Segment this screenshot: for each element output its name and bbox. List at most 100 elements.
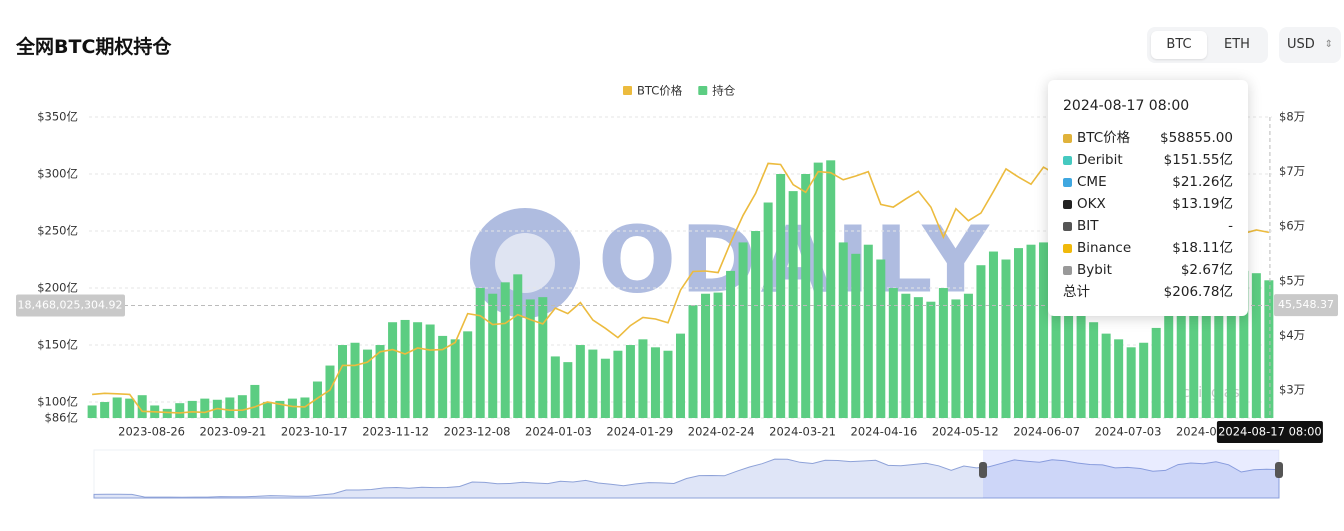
slider-handle[interactable]	[979, 462, 987, 478]
bar	[425, 324, 435, 418]
bar	[337, 345, 348, 418]
bar	[325, 365, 335, 418]
bar	[363, 349, 373, 418]
tooltip-label: BIT	[1077, 218, 1099, 234]
crosshair-x-box	[1216, 421, 1323, 443]
bar	[413, 322, 423, 418]
bar	[1139, 342, 1149, 418]
bar	[350, 342, 360, 418]
bar	[1264, 280, 1274, 418]
tab-eth[interactable]: ETH	[1224, 37, 1250, 52]
tooltip-name: 总计	[1063, 281, 1090, 303]
watermark-logo	[470, 208, 580, 318]
tooltip-icon	[1063, 243, 1072, 253]
bar	[225, 397, 235, 418]
x-tick-label: 2023-09-21	[200, 425, 267, 439]
crosshair-y-label: 18,468,025,304.92	[18, 298, 123, 311]
bar	[1089, 322, 1099, 418]
bar	[538, 297, 548, 418]
bar	[976, 265, 986, 418]
bar	[1164, 299, 1174, 418]
tooltip-icon	[1063, 221, 1072, 231]
bar	[162, 408, 172, 418]
bar	[1226, 267, 1236, 418]
tooltip-row: Deribit $151.55亿	[1063, 149, 1233, 171]
x-tick-label: 2023-12-08	[444, 425, 511, 439]
tooltip-label: Bybit	[1077, 262, 1112, 278]
tooltip-name: Bybit	[1063, 259, 1112, 281]
bar	[838, 242, 848, 418]
x-tick-label: 2024-04-16	[851, 425, 918, 439]
tooltip-value: $13.19亿	[1172, 196, 1233, 212]
bar	[388, 322, 398, 418]
bar	[826, 160, 836, 419]
bar	[851, 253, 861, 418]
bar	[1101, 333, 1111, 418]
tooltip: 2024-08-17 08:00 BTC价格 $58855.00 Deribit $1…	[1048, 80, 1248, 316]
bar	[1201, 288, 1211, 418]
tooltip-label: Binance	[1077, 240, 1132, 256]
bar	[876, 259, 886, 418]
y2-tick-label: $6万	[1279, 219, 1305, 233]
y-tick-label: $100亿	[37, 395, 78, 409]
tooltip-name: CME	[1063, 171, 1107, 193]
bar	[112, 397, 122, 418]
bar	[513, 274, 523, 418]
legend-label: 持仓	[712, 84, 735, 98]
bar	[688, 305, 698, 418]
bar	[813, 162, 823, 418]
bar	[625, 345, 635, 418]
currency-label: USD	[1287, 37, 1315, 52]
y-tick-label: $300亿	[37, 167, 78, 181]
tooltip-label: BTC价格	[1077, 130, 1131, 146]
tooltip-row: Binance $18.11亿	[1063, 237, 1233, 259]
select-arrow: ⇕	[1324, 39, 1333, 50]
y-tick-label: $350亿	[37, 110, 78, 124]
tooltip-label: 总计	[1063, 284, 1090, 300]
bar	[125, 398, 135, 418]
tab-btc[interactable]: BTC	[1151, 31, 1207, 59]
bar	[713, 292, 723, 418]
bar	[400, 319, 410, 418]
legend-label: BTC价格	[637, 84, 683, 98]
tooltip-value: $206.78亿	[1163, 284, 1233, 300]
bar	[701, 293, 711, 418]
bar	[988, 251, 998, 418]
tooltip-icon	[1063, 177, 1072, 187]
bar	[200, 398, 210, 418]
bar	[776, 174, 786, 418]
tooltip-value: -	[1228, 218, 1233, 234]
x-tick-label: 2024-06-07	[1013, 425, 1080, 439]
bar	[926, 301, 936, 418]
currency-select[interactable]: USD ⇕	[1279, 27, 1341, 63]
tooltip-name: BIT	[1063, 215, 1099, 237]
bar	[1013, 248, 1024, 418]
bar	[675, 333, 686, 418]
bars	[87, 160, 1274, 419]
tooltip-value: $18.11亿	[1172, 240, 1233, 256]
bar	[888, 288, 898, 418]
x-tick-label: 2023-08-26	[118, 425, 185, 439]
x-tick-label: 2024-01-29	[606, 425, 673, 439]
bar	[500, 282, 510, 418]
y-tick-label: $150亿	[37, 338, 78, 352]
bar	[287, 398, 297, 418]
tooltip-value: $58855.00	[1159, 130, 1233, 146]
x-tick-label: 2024-01-03	[525, 425, 592, 439]
bar	[1251, 273, 1261, 418]
bar	[1151, 327, 1161, 418]
x-tick-label: 2024-07-03	[1095, 425, 1162, 439]
bar	[463, 331, 473, 418]
y2-tick-label: $3万	[1279, 382, 1305, 396]
y2-tick-label: $5万	[1279, 273, 1305, 287]
tooltip-date: 2024-08-17 08:00	[1063, 98, 1190, 114]
bar	[726, 270, 736, 418]
bar	[951, 299, 961, 418]
tooltip-row: 总计 $206.78亿	[1063, 281, 1233, 303]
slider-handle[interactable]	[1275, 462, 1283, 478]
bar	[901, 293, 911, 418]
bar	[1076, 305, 1086, 418]
y-tick-label: $86亿	[45, 411, 78, 425]
bar	[588, 349, 598, 418]
